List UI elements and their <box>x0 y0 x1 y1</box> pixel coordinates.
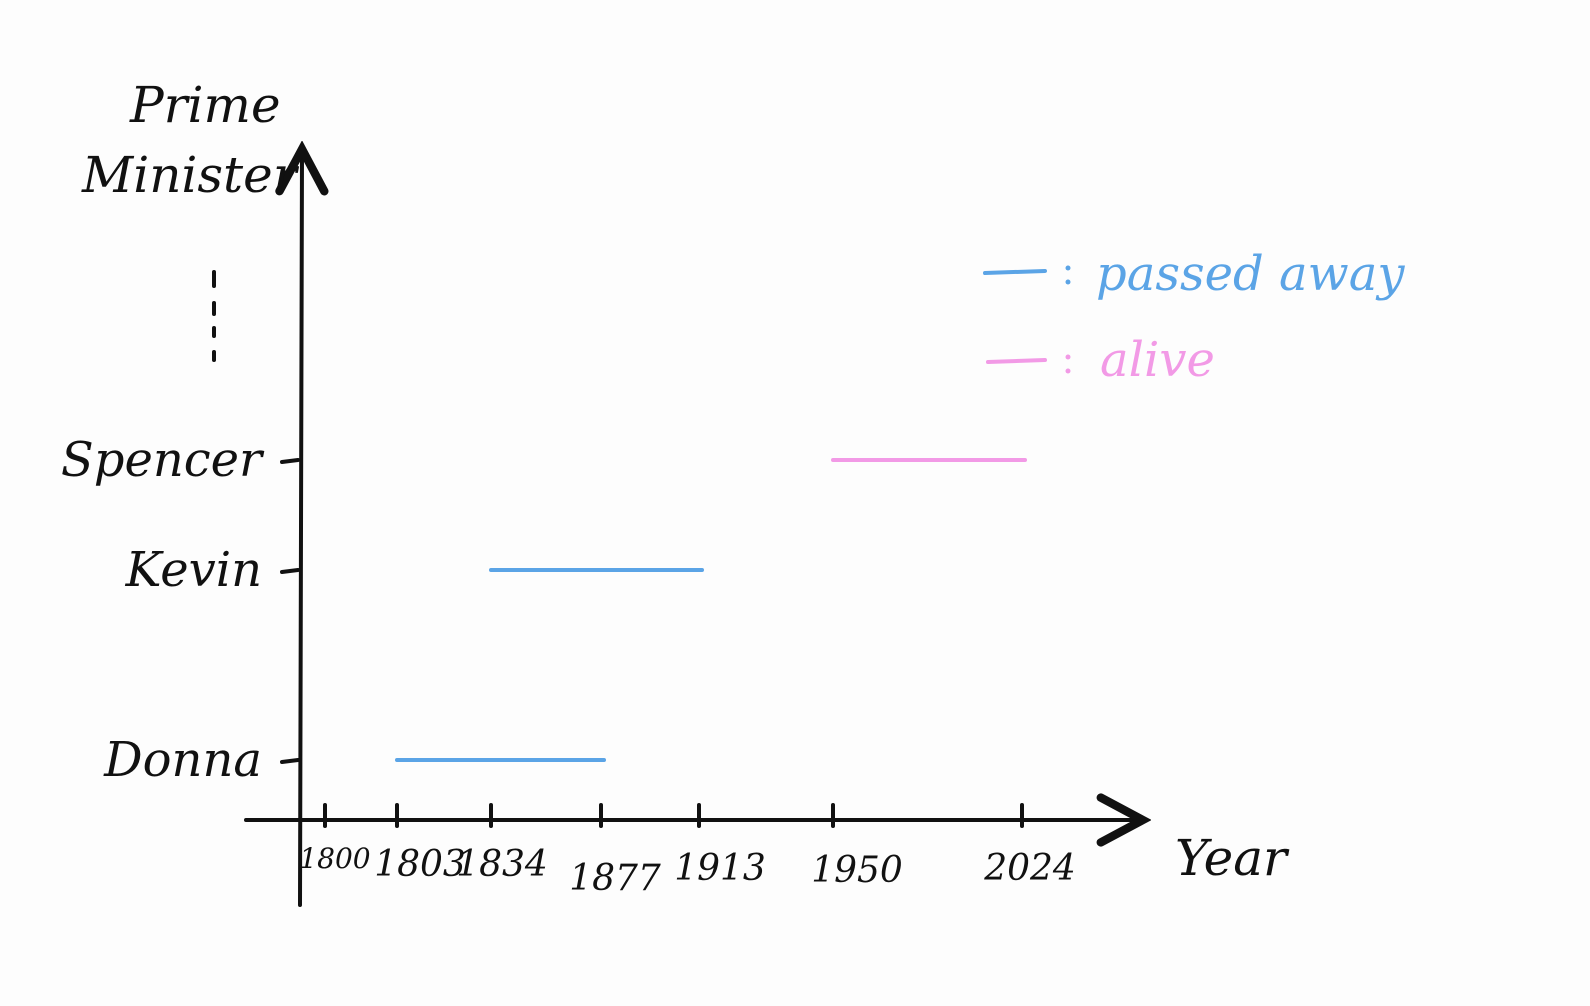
y-tick-label-donna: Donna <box>103 732 262 788</box>
legend-label-passed-away: passed away <box>1096 246 1405 302</box>
legend-separator-dot <box>1065 279 1071 285</box>
y-ticks: Donna Kevin Spencer <box>61 432 300 788</box>
x-tick-label-1803: 1803 <box>374 844 466 885</box>
x-tick-label-1877: 1877 <box>569 858 661 899</box>
legend-swatch-alive <box>986 358 1047 364</box>
legend-separator-dot <box>1065 354 1071 360</box>
legend-separator-dot <box>1065 368 1071 374</box>
legend-label-alive: alive <box>1100 332 1215 388</box>
y-tick-mark-kevin <box>280 568 300 574</box>
legend: passed away alive <box>983 246 1405 388</box>
legend-separator-dot <box>1065 265 1071 271</box>
y-axis <box>300 152 302 907</box>
x-tick-label-1834: 1834 <box>456 844 548 885</box>
y-tick-label-kevin: Kevin <box>125 542 262 598</box>
y-tick-label-spencer: Spencer <box>61 432 265 488</box>
x-tick-label-1950: 1950 <box>811 850 903 891</box>
legend-swatch-passed-away <box>983 269 1047 275</box>
x-axis-title: Year <box>1175 829 1290 887</box>
y-axis-title-line-1: Prime <box>129 76 281 134</box>
x-tick-label-1913: 1913 <box>674 848 766 889</box>
interval-bars <box>395 458 1027 762</box>
y-axis-title-line-2: Minister <box>81 146 300 204</box>
y-tick-mark-spencer <box>280 458 300 464</box>
x-tick-label-2024: 2024 <box>983 848 1076 889</box>
y-tick-mark-donna <box>280 758 300 764</box>
x-tick-label-1800: 1800 <box>299 842 370 875</box>
